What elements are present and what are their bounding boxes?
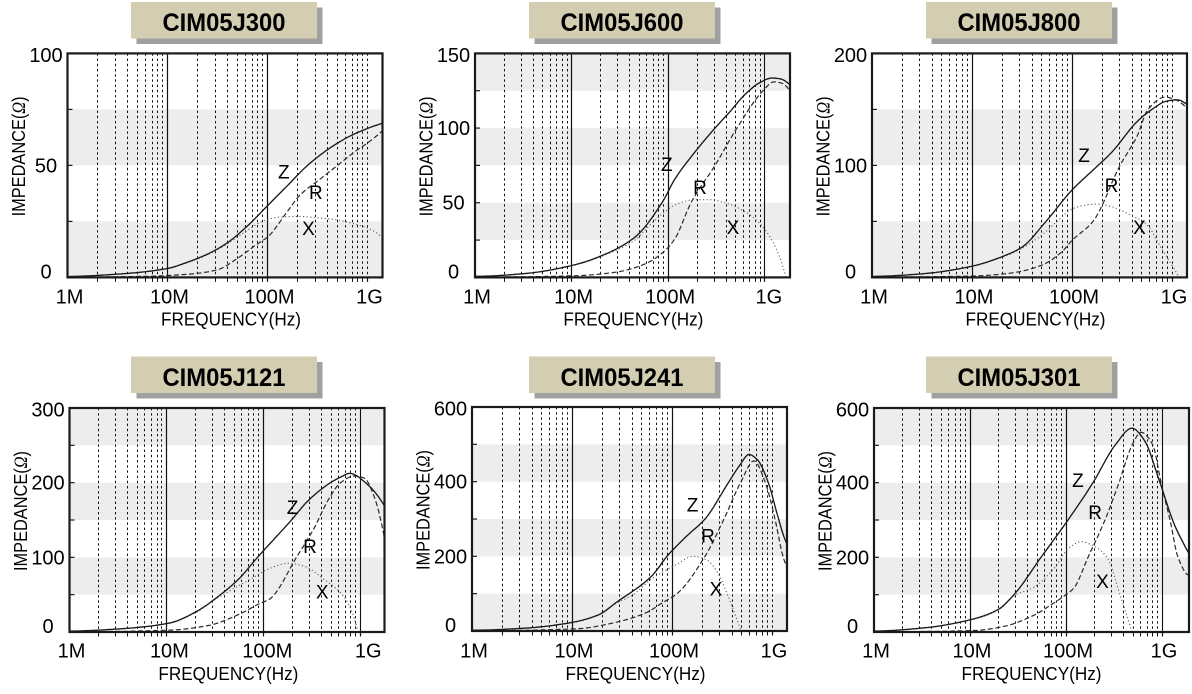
svg-text:0: 0	[40, 261, 51, 283]
svg-text:1M: 1M	[862, 641, 890, 663]
svg-text:0: 0	[845, 261, 856, 283]
svg-text:100M: 100M	[1043, 641, 1093, 663]
svg-text:X: X	[710, 579, 723, 600]
svg-text:R: R	[1088, 503, 1102, 524]
svg-text:1G: 1G	[761, 641, 788, 663]
svg-text:50: 50	[35, 155, 57, 177]
svg-text:IMPEDANCE(Ω): IMPEDANCE(Ω)	[8, 96, 30, 216]
svg-text:50: 50	[442, 193, 464, 215]
svg-text:R: R	[1105, 176, 1119, 197]
svg-text:200: 200	[434, 546, 467, 568]
svg-text:1M: 1M	[58, 641, 86, 663]
svg-text:10M: 10M	[150, 641, 189, 663]
svg-text:X: X	[316, 583, 329, 604]
svg-text:Z: Z	[1072, 471, 1084, 492]
svg-text:1G: 1G	[755, 287, 782, 309]
svg-text:1M: 1M	[860, 287, 888, 309]
svg-text:CIM05J121: CIM05J121	[163, 364, 286, 392]
svg-text:CIM05J600: CIM05J600	[561, 9, 684, 37]
svg-text:FREQUENCY(Hz): FREQUENCY(Hz)	[563, 309, 703, 330]
svg-text:100: 100	[29, 45, 62, 67]
svg-text:R: R	[701, 527, 715, 548]
svg-text:10M: 10M	[955, 287, 994, 309]
svg-text:100M: 100M	[242, 641, 292, 663]
svg-text:FREQUENCY(Hz): FREQUENCY(Hz)	[158, 663, 298, 684]
svg-text:FREQUENCY(Hz): FREQUENCY(Hz)	[966, 309, 1106, 330]
svg-text:IMPEDANCE(Ω): IMPEDANCE(Ω)	[416, 96, 438, 216]
svg-text:IMPEDANCE(Ω): IMPEDANCE(Ω)	[10, 451, 32, 571]
svg-text:400: 400	[836, 473, 869, 495]
svg-text:100: 100	[834, 155, 867, 177]
svg-text:1M: 1M	[460, 641, 488, 663]
svg-text:200: 200	[834, 45, 867, 67]
svg-text:CIM05J300: CIM05J300	[163, 9, 286, 37]
svg-text:10M: 10M	[953, 641, 992, 663]
svg-text:1G: 1G	[355, 641, 382, 663]
svg-text:10M: 10M	[554, 287, 593, 309]
svg-text:Z: Z	[278, 163, 290, 184]
svg-text:100: 100	[31, 547, 64, 569]
svg-text:100M: 100M	[649, 641, 699, 663]
svg-text:400: 400	[434, 472, 467, 494]
svg-text:X: X	[1133, 218, 1146, 239]
svg-text:IMPEDANCE(Ω): IMPEDANCE(Ω)	[815, 451, 837, 571]
svg-text:FREQUENCY(Hz): FREQUENCY(Hz)	[566, 663, 706, 684]
svg-text:X: X	[302, 219, 315, 240]
svg-text:IMPEDANCE(Ω): IMPEDANCE(Ω)	[813, 96, 835, 216]
svg-text:Z: Z	[661, 155, 673, 176]
svg-text:100M: 100M	[645, 287, 695, 309]
svg-text:100: 100	[437, 118, 470, 140]
svg-text:300: 300	[31, 400, 64, 422]
svg-text:X: X	[1096, 572, 1109, 593]
svg-text:CIM05J800: CIM05J800	[958, 9, 1081, 37]
svg-text:0: 0	[42, 616, 53, 638]
svg-text:R: R	[693, 178, 707, 199]
svg-text:1G: 1G	[1161, 287, 1188, 309]
svg-text:1M: 1M	[463, 287, 491, 309]
svg-text:1G: 1G	[1151, 641, 1178, 663]
svg-text:10M: 10M	[555, 641, 594, 663]
svg-text:0: 0	[448, 261, 459, 283]
svg-text:10M: 10M	[150, 287, 189, 309]
svg-text:0: 0	[445, 615, 456, 637]
svg-text:0: 0	[847, 616, 858, 638]
svg-text:150: 150	[437, 45, 470, 67]
svg-text:Z: Z	[287, 498, 299, 519]
svg-text:CIM05J241: CIM05J241	[561, 364, 684, 392]
svg-text:X: X	[727, 218, 740, 239]
svg-text:IMPEDANCE(Ω): IMPEDANCE(Ω)	[413, 450, 435, 570]
svg-text:R: R	[303, 537, 317, 558]
svg-text:1G: 1G	[356, 287, 383, 309]
svg-text:FREQUENCY(Hz): FREQUENCY(Hz)	[161, 309, 301, 330]
svg-text:600: 600	[434, 399, 467, 421]
svg-text:600: 600	[836, 400, 869, 422]
svg-text:Z: Z	[687, 496, 699, 517]
svg-text:1M: 1M	[56, 287, 84, 309]
svg-text:100M: 100M	[1049, 287, 1099, 309]
svg-text:FREQUENCY(Hz): FREQUENCY(Hz)	[962, 663, 1102, 684]
svg-text:CIM05J301: CIM05J301	[958, 364, 1081, 392]
svg-text:200: 200	[836, 547, 869, 569]
svg-text:R: R	[309, 183, 323, 204]
svg-text:100M: 100M	[244, 287, 294, 309]
svg-text:Z: Z	[1078, 146, 1090, 167]
svg-text:200: 200	[31, 473, 64, 495]
